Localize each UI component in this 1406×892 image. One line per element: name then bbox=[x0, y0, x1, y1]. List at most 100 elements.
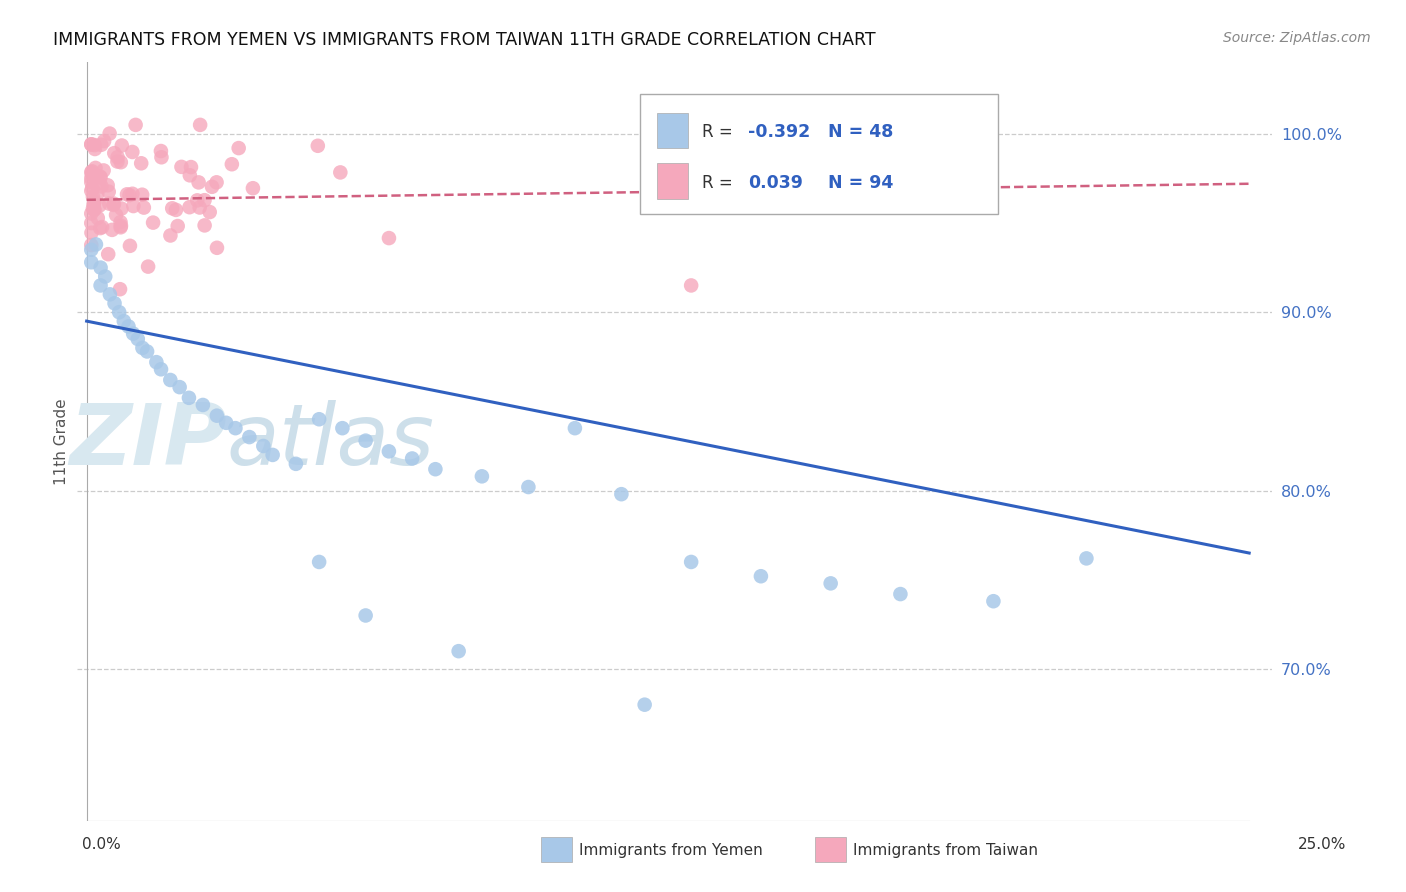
Point bbox=[98, 287, 121, 301]
Point bbox=[80, 255, 103, 269]
Point bbox=[169, 380, 191, 394]
Point bbox=[80, 137, 103, 152]
Point bbox=[221, 157, 243, 171]
Point bbox=[80, 171, 103, 186]
Point bbox=[112, 314, 135, 328]
Point bbox=[82, 189, 104, 203]
Text: R =: R = bbox=[702, 174, 742, 192]
Point bbox=[83, 194, 105, 209]
Text: Immigrants from Yemen: Immigrants from Yemen bbox=[579, 843, 763, 857]
Text: N = 48: N = 48 bbox=[828, 123, 893, 141]
Point bbox=[205, 175, 228, 189]
Point bbox=[401, 451, 423, 466]
Point bbox=[191, 398, 214, 412]
Point bbox=[110, 220, 132, 235]
Point bbox=[159, 373, 181, 387]
Point bbox=[179, 169, 201, 183]
Point bbox=[564, 421, 586, 435]
Point bbox=[101, 223, 124, 237]
Point bbox=[187, 175, 209, 189]
Point bbox=[84, 237, 107, 252]
Point bbox=[447, 644, 470, 658]
Point bbox=[610, 487, 633, 501]
Point bbox=[89, 170, 111, 185]
Point bbox=[83, 138, 105, 153]
Point bbox=[224, 421, 246, 435]
Point bbox=[108, 305, 131, 319]
Point bbox=[83, 202, 105, 217]
Text: Source: ZipAtlas.com: Source: ZipAtlas.com bbox=[1223, 31, 1371, 45]
Point bbox=[118, 188, 141, 202]
Point bbox=[124, 118, 146, 132]
Point bbox=[160, 202, 183, 216]
Point bbox=[107, 154, 129, 169]
Point bbox=[90, 179, 112, 194]
Point bbox=[98, 127, 121, 141]
Y-axis label: 11th Grade: 11th Grade bbox=[53, 398, 69, 485]
Text: 0.039: 0.039 bbox=[748, 174, 803, 192]
Point bbox=[80, 216, 103, 230]
Point bbox=[89, 169, 111, 184]
Point bbox=[198, 205, 221, 219]
Point bbox=[118, 239, 141, 253]
Point bbox=[80, 175, 103, 189]
Point bbox=[86, 187, 108, 202]
Point bbox=[110, 155, 132, 169]
Point bbox=[110, 219, 132, 233]
Point bbox=[98, 196, 121, 211]
Text: -0.392: -0.392 bbox=[748, 123, 810, 141]
Point bbox=[132, 201, 155, 215]
Point bbox=[87, 211, 110, 225]
Point bbox=[80, 168, 103, 182]
Point bbox=[180, 160, 202, 174]
Point bbox=[80, 137, 103, 152]
Point bbox=[84, 142, 107, 156]
Point bbox=[145, 355, 167, 369]
Text: 0.0%: 0.0% bbox=[82, 838, 121, 852]
Point bbox=[129, 156, 152, 170]
Point bbox=[308, 412, 330, 426]
Point bbox=[93, 163, 115, 178]
Point bbox=[91, 220, 114, 235]
Point bbox=[889, 587, 911, 601]
Point bbox=[83, 198, 105, 212]
Point bbox=[149, 144, 172, 158]
Point bbox=[378, 444, 401, 458]
Point bbox=[354, 434, 377, 448]
Point bbox=[103, 296, 125, 310]
Point bbox=[332, 421, 354, 435]
Point bbox=[80, 206, 103, 220]
Point bbox=[84, 161, 107, 175]
Point bbox=[80, 226, 103, 240]
Point bbox=[238, 430, 260, 444]
Point bbox=[82, 181, 104, 195]
Point bbox=[83, 194, 105, 209]
Point bbox=[80, 243, 103, 257]
Text: R =: R = bbox=[702, 123, 738, 141]
Point bbox=[205, 409, 228, 423]
Point bbox=[159, 228, 181, 243]
Point bbox=[307, 138, 329, 153]
Text: IMMIGRANTS FROM YEMEN VS IMMIGRANTS FROM TAIWAN 11TH GRADE CORRELATION CHART: IMMIGRANTS FROM YEMEN VS IMMIGRANTS FROM… bbox=[53, 31, 876, 49]
Point bbox=[186, 194, 208, 208]
Point bbox=[228, 141, 250, 155]
Point bbox=[127, 332, 149, 346]
Point bbox=[142, 216, 165, 230]
Point bbox=[681, 278, 703, 293]
Point bbox=[117, 319, 139, 334]
Point bbox=[115, 187, 138, 202]
Point bbox=[136, 344, 159, 359]
Point bbox=[110, 202, 132, 216]
Point bbox=[80, 238, 103, 252]
Text: N = 94: N = 94 bbox=[828, 174, 893, 192]
Text: atlas: atlas bbox=[226, 400, 434, 483]
Point bbox=[122, 326, 145, 341]
Point bbox=[89, 176, 111, 190]
Point bbox=[284, 457, 307, 471]
Point bbox=[93, 134, 115, 148]
Point bbox=[179, 200, 201, 214]
Point bbox=[97, 185, 120, 199]
Point bbox=[94, 269, 117, 284]
Point bbox=[80, 164, 103, 178]
Point bbox=[749, 569, 772, 583]
